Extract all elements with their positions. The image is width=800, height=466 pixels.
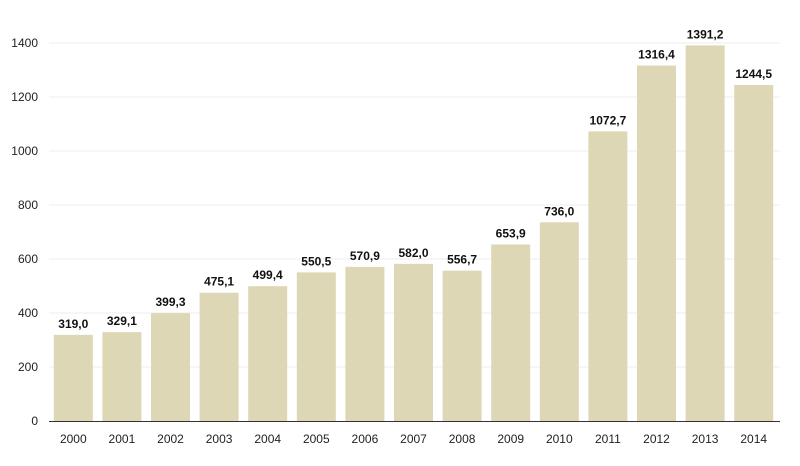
data-label-2007: 582,0 bbox=[398, 246, 428, 260]
bar-2012 bbox=[637, 65, 676, 422]
y-tick-label-200: 200 bbox=[18, 360, 38, 374]
y-tick-label-1400: 1400 bbox=[11, 36, 38, 50]
data-label-2002: 399,3 bbox=[155, 295, 185, 309]
bar-2006 bbox=[345, 266, 385, 421]
x-tick-label-2000: 2000 bbox=[60, 432, 87, 446]
bar-2011 bbox=[588, 131, 628, 421]
x-tick-label-2006: 2006 bbox=[352, 432, 379, 446]
x-tick-label-2012: 2012 bbox=[643, 432, 670, 446]
y-tick-label-600: 600 bbox=[18, 252, 38, 266]
bar-2003 bbox=[199, 292, 239, 421]
x-tick-label-2001: 2001 bbox=[109, 432, 136, 446]
bar-2002 bbox=[151, 313, 190, 421]
y-axis-tick-labels: 0 200 400 600 800 1000 1200 1400 bbox=[11, 36, 38, 428]
x-tick-label-2007: 2007 bbox=[400, 432, 427, 446]
x-tick-label-2008: 2008 bbox=[449, 432, 476, 446]
y-tick-label-800: 800 bbox=[18, 198, 38, 212]
bar-2000 bbox=[53, 334, 93, 421]
x-tick-label-2003: 2003 bbox=[206, 432, 233, 446]
data-label-2003: 475,1 bbox=[204, 275, 234, 289]
bar-2005 bbox=[296, 272, 336, 421]
data-label-2010: 736,0 bbox=[544, 204, 574, 218]
data-label-2001: 329,1 bbox=[107, 314, 137, 328]
y-tick-label-400: 400 bbox=[18, 306, 38, 320]
x-tick-label-2004: 2004 bbox=[254, 432, 281, 446]
data-label-2005: 550,5 bbox=[301, 254, 331, 268]
grid-lines bbox=[49, 42, 780, 368]
bar-2009 bbox=[491, 244, 531, 421]
bar-2010 bbox=[539, 222, 579, 421]
bar-2007 bbox=[394, 263, 433, 421]
bars bbox=[53, 45, 774, 422]
y-tick-label-1200: 1200 bbox=[11, 90, 38, 104]
y-tick-label-1000: 1000 bbox=[11, 144, 38, 158]
bar-2008 bbox=[442, 270, 482, 421]
data-label-2013: 1391,2 bbox=[687, 27, 724, 41]
bar-2001 bbox=[102, 332, 142, 421]
data-labels: 319,0 329,1 399,3 475,1 499,4 550,5 570,9 582,0… bbox=[58, 27, 772, 330]
x-tick-label-2009: 2009 bbox=[497, 432, 524, 446]
x-tick-label-2005: 2005 bbox=[303, 432, 330, 446]
x-axis-tick-labels: 2000 2001 2002 2003 2004 2005 2006 2007 2008 2009… bbox=[60, 432, 767, 446]
data-label-2014: 1244,5 bbox=[735, 67, 772, 81]
data-label-2000: 319,0 bbox=[58, 317, 88, 331]
x-tick-label-2002: 2002 bbox=[157, 432, 184, 446]
x-tick-label-2011: 2011 bbox=[595, 432, 621, 446]
data-label-2006: 570,9 bbox=[350, 249, 380, 263]
bar-2013 bbox=[685, 45, 725, 421]
data-label-2009: 653,9 bbox=[496, 226, 526, 240]
x-tick-label-2013: 2013 bbox=[692, 432, 719, 446]
x-tick-label-2014: 2014 bbox=[740, 432, 767, 446]
data-label-2012: 1316,4 bbox=[638, 48, 675, 62]
data-label-2008: 556,7 bbox=[447, 253, 477, 267]
data-label-2004: 499,4 bbox=[253, 268, 283, 282]
y-tick-label-0: 0 bbox=[31, 414, 38, 428]
bar-2004 bbox=[248, 286, 288, 421]
data-label-2011: 1072,7 bbox=[590, 113, 627, 127]
x-tick-label-2010: 2010 bbox=[546, 432, 573, 446]
bar-2014 bbox=[734, 84, 774, 422]
